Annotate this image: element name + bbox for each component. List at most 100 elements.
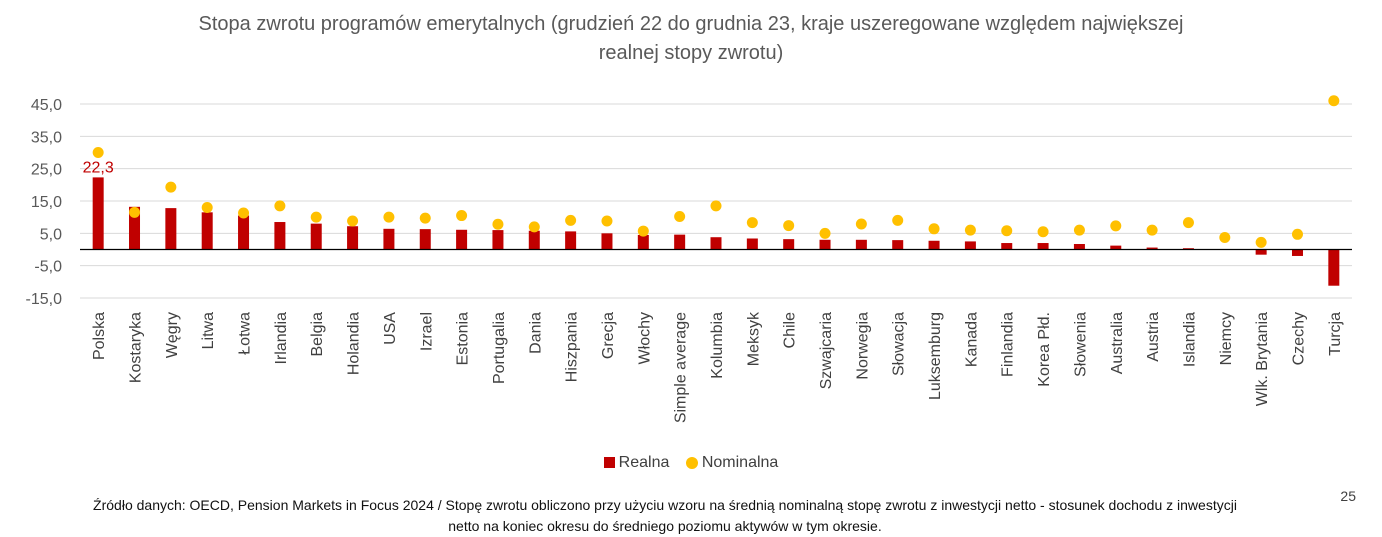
bar-realna [129, 206, 141, 250]
dot-nominalna [710, 200, 722, 212]
y-tick-label: -15,0 [26, 291, 63, 308]
x-category-label: Simple average [673, 312, 690, 423]
x-category-label: Belgia [309, 312, 326, 357]
x-category-label: Kanada [963, 312, 980, 367]
data-label: 22,3 [83, 159, 114, 176]
bar-realna [783, 239, 795, 250]
source-footnote-line-2: netto na koniec okresu do średniego pozi… [448, 518, 882, 534]
y-tick-label: 25,0 [31, 162, 62, 179]
x-category-label: Luksemburg [927, 312, 944, 400]
legend-item-realna: Realna [603, 454, 670, 472]
dot-nominalna [456, 210, 468, 222]
x-category-label: Litwa [200, 312, 217, 349]
x-category-label: Kostaryka [128, 312, 145, 383]
y-tick-label: -5,0 [34, 259, 62, 276]
bar-realna [1073, 244, 1085, 250]
bar-realna [456, 229, 468, 250]
x-category-label: Irlandia [273, 312, 290, 365]
x-category-label: Czechy [1290, 312, 1307, 365]
dot-nominalna [855, 218, 867, 230]
x-category-label: Słowacja [891, 312, 908, 376]
x-category-label: Kolumbia [709, 312, 726, 379]
y-tick-label: 5,0 [40, 226, 62, 243]
dot-nominalna [528, 221, 540, 233]
bar-realna [1328, 249, 1340, 286]
y-tick-label: 35,0 [31, 129, 62, 146]
legend-swatch-dot [685, 456, 698, 469]
dot-nominalna [1219, 232, 1231, 244]
legend-label-realna: Realna [618, 454, 670, 471]
chart-legend: Realna Nominalna [0, 454, 1382, 472]
x-category-label: Islandia [1181, 312, 1198, 367]
dot-nominalna [1328, 95, 1340, 107]
bar-realna [1001, 243, 1013, 250]
bar-realna [674, 234, 686, 250]
x-category-label: Izrael [418, 312, 435, 351]
x-category-label: Turcja [1327, 312, 1344, 356]
x-category-label: Szwajcaria [818, 312, 835, 389]
x-category-label: Niemcy [1218, 312, 1235, 365]
x-category-label: Łotwa [237, 312, 254, 355]
bar-realna [892, 240, 904, 250]
dot-nominalna [637, 225, 649, 237]
bar-realna [1255, 249, 1267, 255]
bar-realna [492, 230, 504, 250]
bar-realna [601, 233, 613, 250]
dot-nominalna [1255, 236, 1267, 248]
legend-swatch-bar [603, 457, 615, 469]
page-number: 25 [1340, 488, 1356, 504]
bar-realna [855, 239, 867, 250]
dot-nominalna [928, 223, 940, 235]
bar-realna [964, 241, 976, 250]
x-category-label: Dania [527, 312, 544, 354]
dot-nominalna [1110, 220, 1122, 232]
x-category-label: Australia [1109, 312, 1126, 374]
dot-nominalna [1146, 224, 1158, 236]
bar-realna [165, 208, 177, 250]
bar-realna [1037, 243, 1049, 250]
dot-nominalna [238, 207, 250, 219]
chart-title-line-2: realnej stopy zwrotu) [598, 42, 784, 64]
bar-realna [928, 240, 940, 250]
bar-realna [92, 177, 104, 250]
bar-realna [1110, 245, 1122, 250]
y-tick-label: 15,0 [31, 194, 62, 211]
bar-realna [1291, 249, 1303, 256]
dot-nominalna [1182, 217, 1194, 229]
x-category-label: Słowenia [1072, 312, 1089, 377]
bar-realna [383, 228, 395, 250]
dot-nominalna [1073, 224, 1085, 236]
x-category-label: Chile [782, 312, 799, 349]
x-category-label: Polska [91, 312, 108, 360]
dot-nominalna [129, 206, 141, 218]
dot-nominalna [383, 211, 395, 223]
dot-nominalna [310, 211, 322, 223]
dot-nominalna [419, 212, 431, 224]
x-category-label: Austria [1145, 312, 1162, 362]
x-category-label: USA [382, 312, 399, 345]
legend-label-nominalna: Nominalna [701, 454, 779, 471]
dot-nominalna [565, 214, 577, 226]
dot-nominalna [746, 217, 758, 229]
bar-realna [238, 215, 250, 250]
x-category-label: Portugalia [491, 312, 508, 384]
pension-return-chart: 45,0 35,0 25,0 15,0 5,0 -5,0 -15,0 22,3 Polska Ko… [26, 95, 1352, 423]
x-category-label: Finlandia [1000, 312, 1017, 377]
legend-item-nominalna: Nominalna [685, 454, 779, 472]
bar-realna [746, 238, 758, 250]
bar-realna [819, 239, 831, 250]
bar-realna [1146, 247, 1158, 250]
x-category-label: Wlk. Brytania [1254, 312, 1271, 406]
x-category-label: Grecja [600, 312, 617, 359]
dot-nominalna [165, 181, 177, 193]
x-category-label: Holandia [346, 312, 363, 375]
dot-nominalna [274, 200, 286, 212]
dot-nominalna [964, 224, 976, 236]
x-category-label: Meksyk [745, 311, 762, 366]
bar-realna [1182, 248, 1194, 250]
chart-title-line-1: Stopa zwrotu programów emerytalnych (gru… [198, 13, 1184, 35]
dot-nominalna [92, 147, 104, 158]
x-category-label: Estonia [455, 312, 472, 365]
x-category-label: Hiszpania [564, 312, 581, 382]
dot-nominalna [819, 227, 831, 239]
